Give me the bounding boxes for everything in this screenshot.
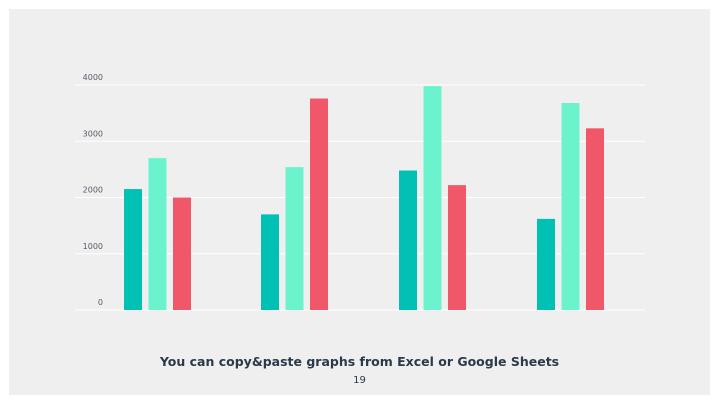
bar <box>310 98 328 310</box>
slide: 0 1000 2000 3000 4000 You can copy&paste gra… <box>9 9 710 395</box>
bar <box>561 103 580 310</box>
bar-chart: 0 1000 2000 3000 4000 <box>75 73 645 311</box>
bar <box>261 214 279 310</box>
bar <box>586 128 604 310</box>
bar <box>448 185 466 310</box>
bar <box>148 158 167 310</box>
y-tick-label: 3000 <box>83 129 103 138</box>
y-axis-ticks: 0 1000 2000 3000 4000 <box>83 73 103 307</box>
y-tick-label: 2000 <box>83 186 103 195</box>
bars <box>124 86 604 310</box>
y-tick-label: 1000 <box>83 242 103 251</box>
bar <box>285 167 304 310</box>
bar <box>399 170 417 310</box>
page-number: 19 <box>353 375 366 386</box>
slide-caption: You can copy&paste graphs from Excel or … <box>159 354 560 369</box>
bar <box>173 197 191 310</box>
bar <box>423 86 442 310</box>
bar <box>537 218 555 310</box>
y-tick-label: 4000 <box>83 73 103 82</box>
bar <box>124 189 142 310</box>
y-tick-label: 0 <box>98 298 103 307</box>
